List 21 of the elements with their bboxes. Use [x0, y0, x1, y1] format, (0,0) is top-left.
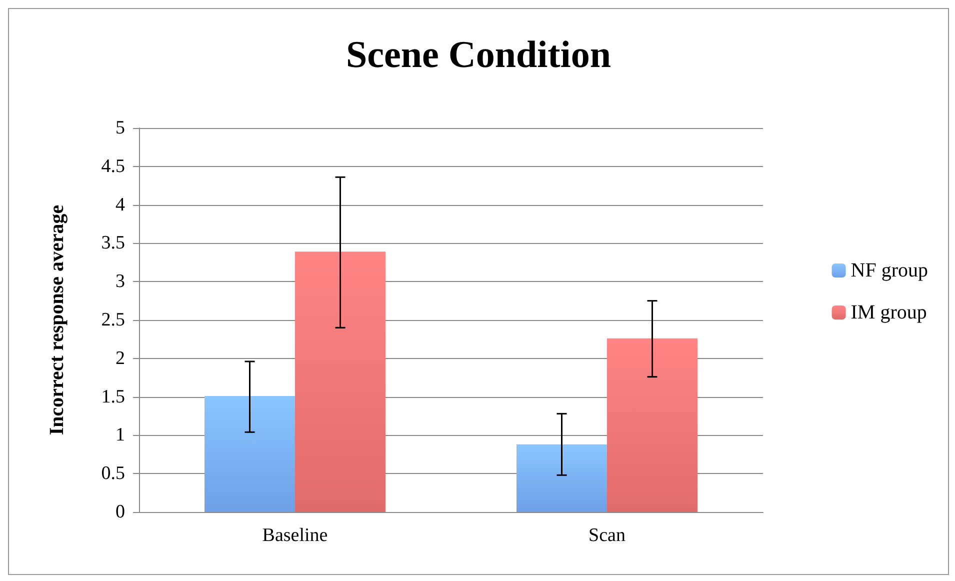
y-tick-label: 0.5 [101, 463, 125, 484]
y-tick-label: 1.5 [101, 386, 125, 408]
y-tick-label: 3 [116, 271, 125, 292]
y-axis-title: Incorrect response average [46, 204, 68, 436]
y-tick-label: 4 [116, 194, 126, 216]
legend-label: IM group [850, 302, 927, 324]
bar [607, 338, 698, 512]
legend-label: NF group [850, 260, 928, 282]
y-tick-label: 0 [116, 502, 125, 522]
y-tick-label: 2.5 [101, 310, 125, 330]
y-tick-label: 4.5 [101, 156, 125, 177]
chart-title: Scene Condition [346, 34, 611, 76]
y-tick-label: 1 [116, 424, 125, 446]
y-tick-label: 5 [116, 118, 125, 138]
bar [516, 444, 607, 512]
bar [295, 252, 386, 512]
bar [204, 396, 295, 512]
x-tick-label: Baseline [262, 525, 328, 546]
y-tick-label: 2 [116, 348, 125, 369]
y-tick-label: 3.5 [101, 232, 125, 254]
x-tick-label: Scan [588, 525, 626, 546]
